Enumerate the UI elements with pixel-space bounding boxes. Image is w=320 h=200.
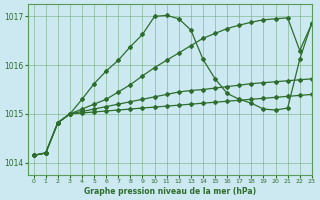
X-axis label: Graphe pression niveau de la mer (hPa): Graphe pression niveau de la mer (hPa): [84, 187, 256, 196]
